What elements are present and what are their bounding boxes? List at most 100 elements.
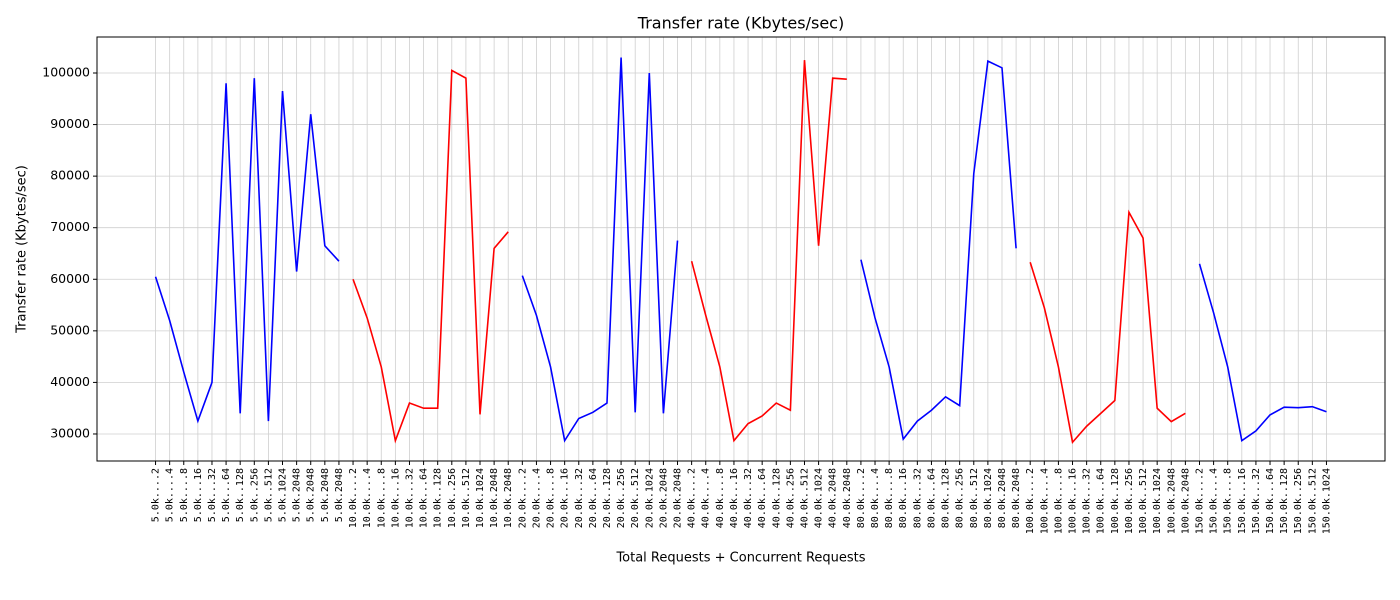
chart-title: Transfer rate (Kbytes/sec) <box>637 14 844 33</box>
y-tick-label: 90000 <box>50 116 90 131</box>
x-tick-label: 20.0k.2048 <box>673 468 684 528</box>
x-tick-label: 150.0k....8 <box>1223 468 1234 534</box>
x-tick-label: 5.0k....8 <box>179 468 190 522</box>
x-tick-label: 40.0k..128 <box>771 468 782 528</box>
x-tick-label: 100.0k...16 <box>1068 468 1079 534</box>
tick-labels: 30000 40000 50000 60000 70000 80000 90000 10000… <box>42 64 1332 534</box>
x-tick-label: 10.0k....2 <box>348 468 359 528</box>
x-tick-label: 20.0k....4 <box>531 468 542 528</box>
x-tick-label: 150.0k..256 <box>1293 468 1304 534</box>
x-tick-label: 80.0k....4 <box>870 468 881 528</box>
x-tick-label: 80.0k....8 <box>884 468 895 528</box>
y-tick-label: 100000 <box>42 64 90 79</box>
x-tick-label: 80.0k.2048 <box>1011 468 1022 528</box>
x-tick-label: 80.0k.1024 <box>983 468 994 528</box>
x-tick-label: 20.0k...32 <box>574 468 585 528</box>
x-tick-label: 150.0k..512 <box>1307 468 1318 534</box>
series-line <box>1198 263 1327 443</box>
x-tick-label: 80.0k..512 <box>969 468 980 528</box>
x-tick-label: 40.0k....8 <box>715 468 726 528</box>
x-tick-label: 100.0k....4 <box>1039 468 1050 534</box>
x-tick-label: 150.0k...16 <box>1237 468 1248 534</box>
grid <box>93 37 1385 465</box>
x-tick-label: 100.0k....2 <box>1025 468 1036 534</box>
x-tick-label: 20.0k....8 <box>546 468 557 528</box>
y-tick-label: 60000 <box>50 271 90 286</box>
x-tick-label: 40.0k.2048 <box>842 468 853 528</box>
x-tick-label: 10.0k..128 <box>433 468 444 528</box>
x-tick-label: 80.0k..256 <box>955 468 966 528</box>
x-tick-label: 80.0k....2 <box>856 468 867 528</box>
x-tick-label: 5.0k.1024 <box>278 468 289 522</box>
x-tick-label: 10.0k.2048 <box>489 468 500 528</box>
x-tick-label: 5.0k...64 <box>221 468 232 522</box>
series-line <box>1029 209 1186 444</box>
x-tick-label: 20.0k.1024 <box>644 468 655 528</box>
y-tick-label: 40000 <box>50 374 90 389</box>
series-line <box>154 78 340 424</box>
x-tick-label: 40.0k....2 <box>687 468 698 528</box>
x-tick-label: 40.0k...16 <box>729 468 740 528</box>
x-tick-label: 5.0k.2048 <box>334 468 345 522</box>
x-tick-label: 100.0k..512 <box>1138 468 1149 534</box>
x-tick-label: 10.0k...32 <box>404 468 415 528</box>
x-tick-label: 80.0k.2048 <box>997 468 1008 528</box>
x-tick-label: 10.0k..256 <box>447 468 458 528</box>
x-tick-label: 80.0k...32 <box>912 468 923 528</box>
x-tick-label: 5.0k...16 <box>193 468 204 522</box>
series-line <box>690 60 847 443</box>
x-tick-label: 10.0k....4 <box>362 468 373 528</box>
x-tick-label: 40.0k..256 <box>785 468 796 528</box>
x-tick-label: 5.0k..512 <box>263 468 274 522</box>
x-tick-label: 40.0k..512 <box>799 468 810 528</box>
x-tick-label: 150.0k.1024 <box>1321 468 1332 534</box>
x-tick-label: 5.0k..128 <box>235 468 246 522</box>
x-tick-label: 100.0k..256 <box>1124 468 1135 534</box>
x-tick-label: 150.0k....4 <box>1209 468 1220 534</box>
x-tick-label: 20.0k.2048 <box>658 468 669 528</box>
x-tick-label: 100.0k....8 <box>1053 468 1064 534</box>
y-axis-label: Transfer rate (Kbytes/sec) <box>15 165 30 334</box>
x-tick-label: 20.0k...64 <box>588 468 599 528</box>
x-tick-label: 5.0k.2048 <box>292 468 303 522</box>
x-tick-label: 80.0k...64 <box>926 468 937 528</box>
x-tick-label: 150.0k...64 <box>1265 468 1276 534</box>
x-tick-label: 5.0k...32 <box>207 468 218 522</box>
x-tick-label: 150.0k....2 <box>1194 468 1205 534</box>
x-tick-label: 5.0k....2 <box>151 468 162 522</box>
x-tick-label: 40.0k....4 <box>701 468 712 528</box>
x-tick-label: 100.0k...64 <box>1096 468 1107 534</box>
x-tick-label: 5.0k....4 <box>165 468 176 522</box>
x-tick-label: 80.0k..128 <box>941 468 952 528</box>
x-tick-label: 20.0k..128 <box>602 468 613 528</box>
x-tick-label: 100.0k.2048 <box>1166 468 1177 534</box>
x-tick-label: 150.0k..128 <box>1279 468 1290 534</box>
x-tick-label: 100.0k.1024 <box>1152 468 1163 534</box>
x-tick-label: 40.0k.2048 <box>828 468 839 528</box>
y-tick-label: 50000 <box>50 322 90 337</box>
x-tick-label: 20.0k..256 <box>616 468 627 528</box>
x-axis-label: Total Requests + Concurrent Requests <box>615 551 865 566</box>
y-tick-label: 70000 <box>50 219 90 234</box>
x-tick-label: 40.0k...64 <box>757 468 768 528</box>
y-tick-label: 80000 <box>50 168 90 183</box>
x-tick-label: 100.0k.2048 <box>1180 468 1191 534</box>
x-tick-label: 20.0k....2 <box>517 468 528 528</box>
x-tick-label: 10.0k...16 <box>390 468 401 528</box>
series-line <box>521 57 679 443</box>
x-tick-label: 5.0k.2048 <box>306 468 317 522</box>
x-tick-label: 40.0k...32 <box>743 468 754 528</box>
x-tick-label: 10.0k...64 <box>419 468 430 528</box>
x-tick-label: 10.0k.1024 <box>475 468 486 528</box>
x-tick-label: 10.0k..512 <box>461 468 472 528</box>
plot-frame <box>96 36 1386 462</box>
x-tick-label: 150.0k...32 <box>1251 468 1262 534</box>
x-tick-label: 100.0k..128 <box>1110 468 1121 534</box>
y-tick-label: 30000 <box>50 425 90 440</box>
series-line <box>860 59 1017 442</box>
x-tick-label: 5.0k.2048 <box>320 468 331 522</box>
x-tick-label: 5.0k..256 <box>249 468 260 522</box>
